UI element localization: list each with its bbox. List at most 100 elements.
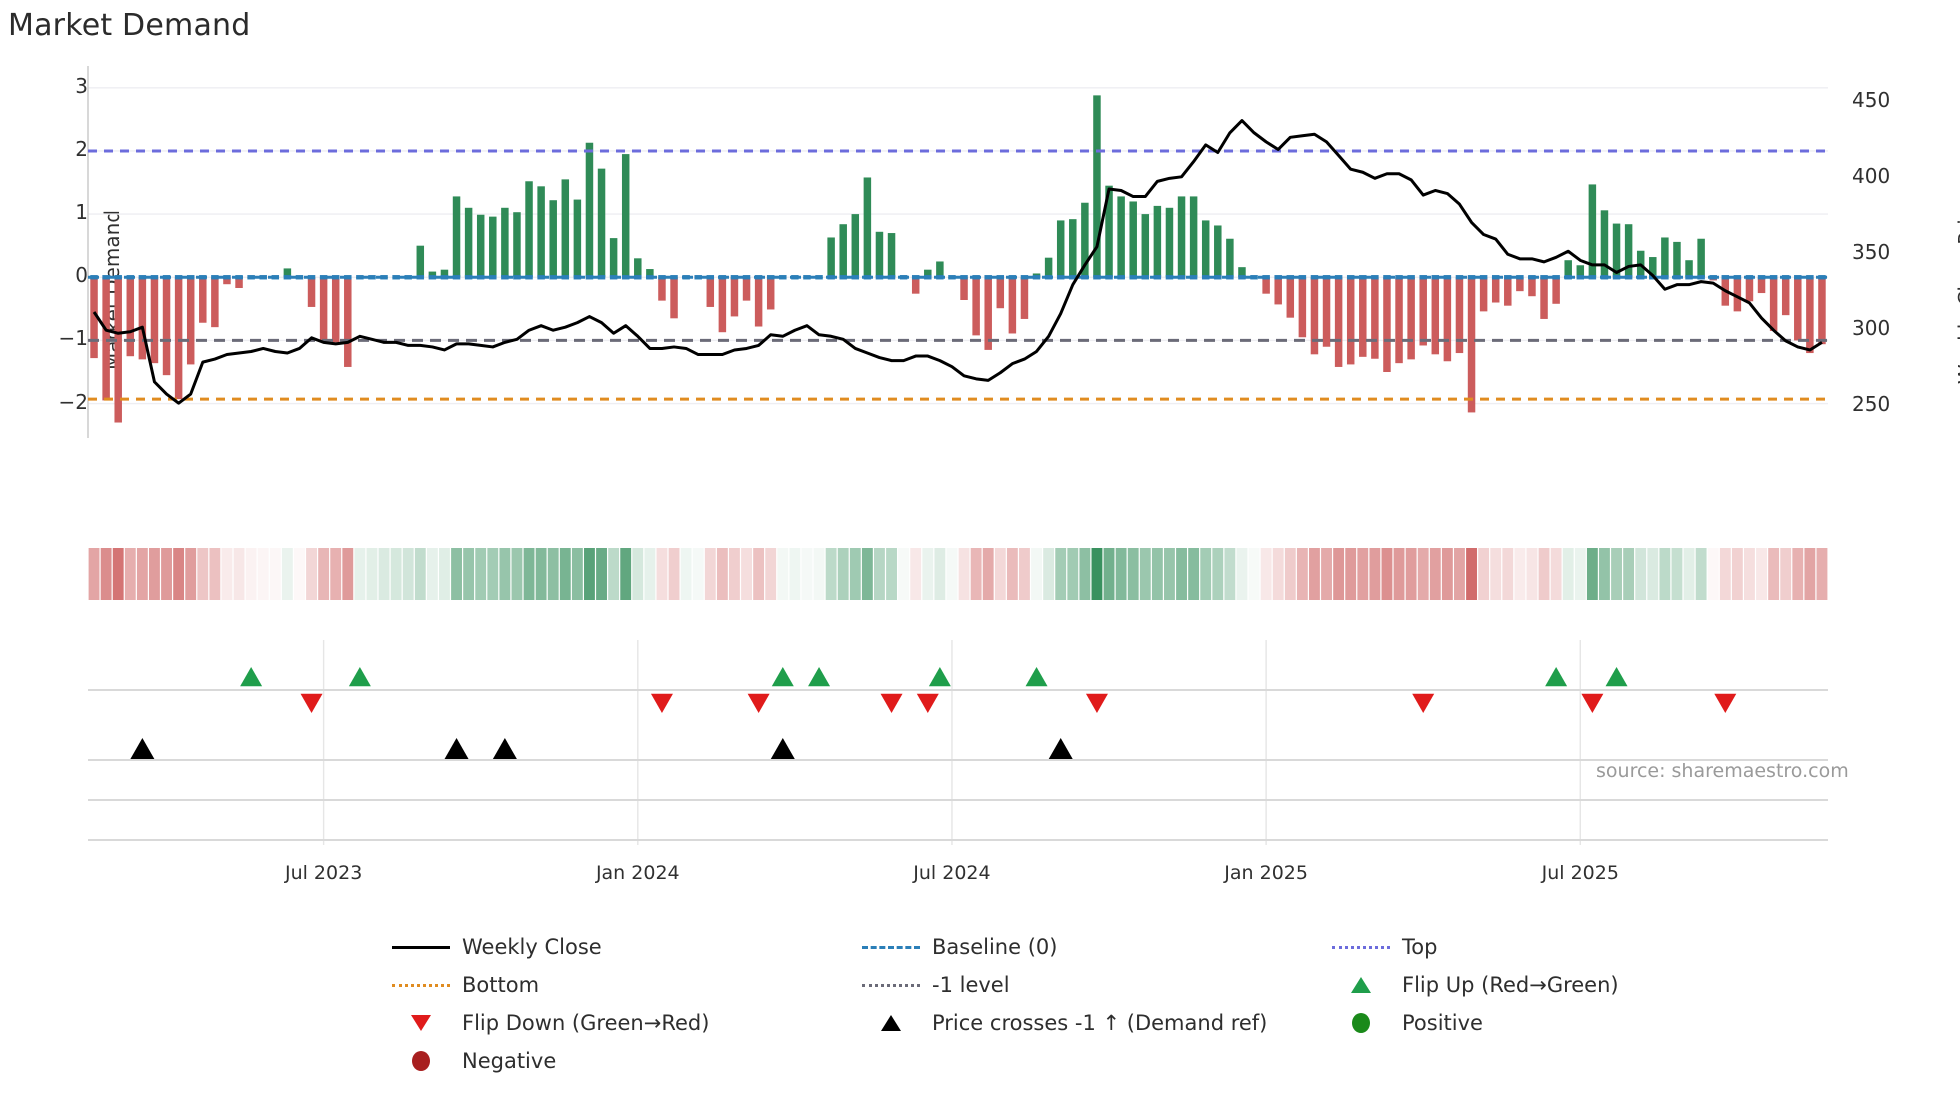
heatmap-cell xyxy=(294,548,305,600)
heatmap-cell xyxy=(1659,548,1671,600)
y-tick-left: 0 xyxy=(75,263,88,288)
demand-bar-negative xyxy=(1346,277,1355,365)
legend-item[interactable]: -1 level xyxy=(858,966,1328,1004)
legend-item[interactable]: Top xyxy=(1328,928,1798,966)
heatmap-cell xyxy=(1429,548,1441,600)
heatmap-cell xyxy=(729,548,740,600)
demand-bar-positive xyxy=(1576,265,1585,278)
demand-bar-positive xyxy=(549,200,557,278)
circle-icon xyxy=(388,1050,454,1072)
heatmap-cell xyxy=(1490,548,1502,600)
flip-down-marker xyxy=(1714,693,1737,713)
demand-bar-negative xyxy=(766,277,775,310)
legend-item[interactable]: Price crosses -1 ↑ (Demand ref) xyxy=(858,1004,1328,1042)
baseline-segment xyxy=(694,275,702,280)
y-tick-left: 1 xyxy=(75,200,88,225)
heatmap-cell xyxy=(1562,548,1574,600)
heatmap-cell xyxy=(1719,548,1731,600)
flip-down-marker xyxy=(880,693,903,713)
legend-item[interactable]: Positive xyxy=(1328,1004,1798,1042)
heatmap-cell xyxy=(221,548,233,600)
heatmap-cell xyxy=(813,548,825,600)
x-tick: Jan 2025 xyxy=(1224,862,1308,884)
flip-down-marker xyxy=(747,693,770,713)
heatmap-cell xyxy=(330,548,342,600)
flip-down-marker xyxy=(1085,693,1108,713)
demand-bar-negative xyxy=(730,277,739,317)
baseline-segment xyxy=(621,275,630,280)
heatmap-cell xyxy=(149,548,160,600)
demand-bar-negative xyxy=(235,277,243,288)
demand-bar-negative xyxy=(911,277,920,294)
heatmap-cell xyxy=(1466,548,1477,600)
baseline-segment xyxy=(549,275,557,280)
heatmap-cell xyxy=(439,548,450,600)
legend-item[interactable]: Negative xyxy=(388,1042,858,1080)
demand-bar-positive xyxy=(416,245,425,278)
baseline-segment xyxy=(911,275,920,280)
demand-bar-positive xyxy=(1624,224,1633,278)
demand-bar-negative xyxy=(138,277,147,360)
x-tick: Jul 2024 xyxy=(913,862,991,884)
heatmap-cell xyxy=(1623,548,1635,600)
demand-bar-positive xyxy=(1697,238,1705,278)
legend-item[interactable]: Flip Up (Red→Green) xyxy=(1328,966,1798,1004)
legend-item[interactable]: Weekly Close xyxy=(388,928,858,966)
demand-bar-positive xyxy=(597,168,606,278)
demand-bar-positive xyxy=(875,231,884,278)
demand-bar-positive xyxy=(1117,196,1125,278)
flip-down-marker xyxy=(1412,693,1435,713)
baseline-segment xyxy=(440,275,449,280)
heatmap-cell xyxy=(1272,548,1284,600)
legend-column-1: Weekly Close Bottom Flip Down (Green→Red) N… xyxy=(388,928,858,1080)
baseline-segment xyxy=(875,275,884,280)
price-cross-marker xyxy=(770,738,795,759)
demand-bar-negative xyxy=(1733,277,1742,312)
demand-bar-positive xyxy=(1238,267,1246,278)
legend-item[interactable]: Baseline (0) xyxy=(858,928,1328,966)
demand-bar-positive xyxy=(1141,214,1150,278)
y-tick-left: 2 xyxy=(75,136,88,161)
demand-bar-positive xyxy=(537,186,545,278)
demand-bar-positive xyxy=(863,177,872,278)
demand-bar-negative xyxy=(1467,277,1476,413)
demand-bar-negative xyxy=(319,277,328,341)
heatmap-cell xyxy=(1381,548,1393,600)
heatmap-cell xyxy=(753,548,765,600)
heatmap-cell xyxy=(559,548,571,600)
demand-bar-positive xyxy=(1214,225,1222,278)
demand-bar-positive xyxy=(634,258,642,278)
heatmap-cell xyxy=(1454,548,1465,600)
heatmap-cell xyxy=(1514,548,1526,600)
heatmap-cell xyxy=(269,548,281,600)
heatmap-cell xyxy=(1369,548,1381,600)
line-icon xyxy=(388,936,454,958)
heatmap-cell xyxy=(342,548,354,600)
demand-bar-negative xyxy=(1818,277,1826,345)
heatmap-cell xyxy=(898,548,910,600)
demand-bar-negative xyxy=(150,277,159,364)
legend-item[interactable]: Flip Down (Green→Red) xyxy=(388,1004,858,1042)
legend-item[interactable]: Bottom xyxy=(388,966,858,1004)
heatmap-cell xyxy=(765,548,777,600)
heatmap-cell xyxy=(777,548,789,600)
demand-bar-positive xyxy=(1564,260,1572,278)
heatmap-cell xyxy=(1164,548,1175,600)
dotted-line-icon xyxy=(1328,936,1394,958)
baseline-segment xyxy=(960,275,968,280)
heatmap-cell xyxy=(281,548,293,600)
demand-bar-positive xyxy=(936,261,944,278)
heatmap-cell xyxy=(1248,548,1260,600)
flip-up-marker xyxy=(240,667,263,687)
baseline-segment xyxy=(476,275,485,280)
y-tick-right: 400 xyxy=(1852,164,1891,189)
heatmap-cell xyxy=(692,548,704,600)
baseline-segment xyxy=(658,275,666,280)
demand-bar-negative xyxy=(1298,277,1307,338)
heatmap-cell xyxy=(680,548,692,600)
heatmap-cell xyxy=(161,548,172,600)
baseline-segment xyxy=(1794,275,1802,280)
heatmap-cell xyxy=(596,548,607,600)
demand-bar-negative xyxy=(1491,277,1500,303)
demand-bar-positive xyxy=(1661,237,1669,278)
